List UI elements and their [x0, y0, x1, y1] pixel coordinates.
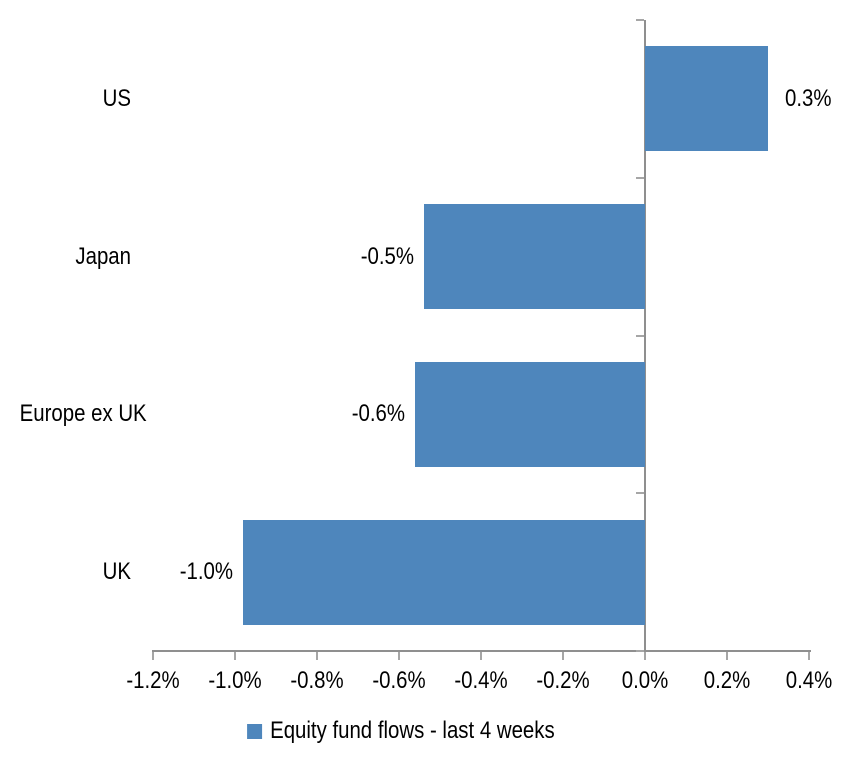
data-label-europe-ex-uk: -0.6%	[352, 400, 406, 428]
value-axis-tick-mark	[398, 652, 400, 660]
category-axis-tick-mark	[636, 650, 644, 652]
category-label-europe-ex-uk: Europe ex UK	[19, 400, 147, 428]
category-label-uk: UK	[102, 558, 131, 586]
value-axis-tick-mark	[316, 652, 318, 660]
value-axis-tick-label: 0.4%	[785, 667, 833, 694]
value-axis-tick-mark	[726, 652, 728, 660]
value-axis-tick-label: 0.2%	[703, 667, 751, 694]
value-axis-tick-label: -0.8%	[290, 667, 344, 694]
data-label-uk: -1.0%	[179, 558, 234, 586]
bar-japan	[423, 204, 645, 310]
value-axis-tick-mark	[480, 652, 482, 660]
category-label-us: US	[102, 84, 131, 112]
value-axis-tick-mark	[234, 652, 236, 660]
value-axis-tick-label: 0.0%	[621, 667, 669, 694]
legend: Equity fund flows - last 4 weeks	[247, 716, 605, 746]
value-axis-tick-label: -1.0%	[208, 667, 262, 694]
x-axis-line	[152, 650, 811, 652]
bar-us	[645, 46, 768, 152]
category-axis-tick-mark	[636, 19, 644, 21]
category-axis-tick-mark	[636, 176, 644, 179]
category-axis-tick-mark	[636, 492, 644, 495]
value-axis-tick-label: -1.2%	[126, 667, 180, 694]
category-axis-tick-mark	[636, 334, 644, 337]
legend-label: Equity fund flows - last 4 weeks	[270, 717, 555, 744]
value-axis-tick-mark	[644, 652, 646, 660]
bar-uk	[243, 519, 645, 625]
zero-baseline-axis	[644, 20, 646, 652]
value-axis-tick-mark	[808, 652, 810, 660]
bar-europe-ex-uk	[415, 361, 645, 467]
value-axis-tick-mark	[562, 652, 564, 660]
legend-swatch-icon	[247, 723, 263, 739]
value-axis-tick-label: -0.4%	[454, 667, 508, 694]
value-axis-tick-label: -0.6%	[372, 667, 426, 694]
category-label-japan: Japan	[75, 242, 131, 270]
value-axis-tick-label: -0.2%	[536, 667, 590, 694]
value-axis-tick-mark	[152, 652, 154, 660]
data-label-us: 0.3%	[785, 84, 832, 112]
data-label-japan: -0.5%	[360, 242, 414, 270]
